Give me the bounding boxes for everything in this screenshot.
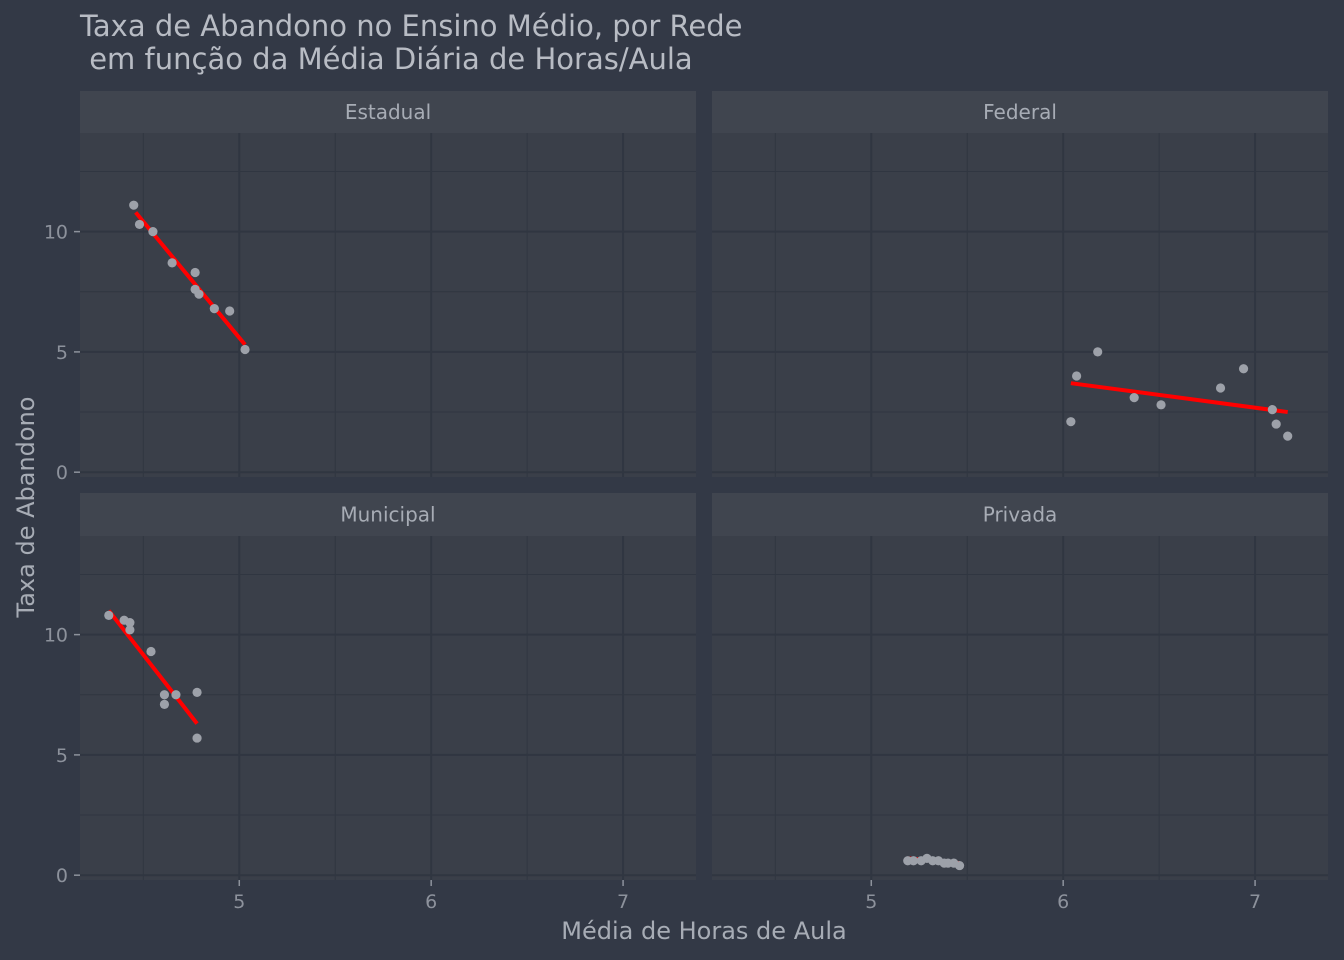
data-point (148, 227, 158, 237)
facet-strip-label: Estadual (345, 100, 431, 124)
facet-panel-federal: Federal (712, 91, 1328, 477)
data-point (192, 687, 202, 697)
y-tick-label: 5 (56, 342, 68, 364)
facet-strip-label: Federal (983, 100, 1057, 124)
data-point (167, 258, 177, 268)
facet-strip (712, 91, 1328, 133)
data-point (125, 625, 135, 635)
x-tick-label: 5 (865, 891, 877, 913)
data-point (134, 219, 145, 230)
panel-background (712, 536, 1328, 880)
x-tick-label: 7 (1249, 891, 1261, 913)
data-point (146, 646, 156, 657)
panel-background (712, 133, 1328, 477)
trend-line (107, 609, 199, 725)
data-point (954, 860, 965, 871)
data-point (1093, 347, 1103, 357)
data-point (125, 618, 135, 628)
data-point (1283, 431, 1293, 441)
facet-strip (80, 91, 696, 133)
y-axis: 0 5 10 0 5 10 (44, 222, 80, 887)
data-point (1066, 417, 1076, 427)
data-point (159, 690, 170, 700)
x-tick-label: 6 (425, 891, 437, 913)
x-axis-title: Média de Horas de Aula (561, 917, 846, 945)
data-point (1156, 400, 1166, 410)
data-point (159, 699, 170, 709)
x-tick-label: 6 (1057, 891, 1069, 913)
facet-panel-estadual: Estadual (80, 91, 696, 477)
facet-panel-municipal: Municipal (80, 493, 696, 880)
data-point (1215, 383, 1226, 393)
data-point (104, 610, 114, 620)
data-point (192, 733, 202, 743)
data-point (129, 200, 139, 210)
y-tick-label: 5 (56, 745, 68, 767)
y-axis-title: Taxa de Abandono (12, 397, 40, 619)
y-tick-label: 0 (56, 865, 68, 887)
data-point (171, 690, 181, 700)
data-point (1271, 419, 1281, 429)
facet-strip (80, 493, 696, 536)
data-point (1072, 371, 1082, 381)
chart-title: Taxa de Abandono no Ensino Médio, por Re… (79, 9, 742, 43)
y-tick-label: 10 (44, 222, 68, 244)
x-axis: 5 6 7 5 6 7 (233, 880, 1261, 913)
x-tick-label: 7 (617, 891, 629, 913)
facet-panels: Estadual Federal Municipal Privada (80, 91, 1328, 880)
data-point (225, 306, 235, 316)
y-tick-label: 0 (56, 462, 68, 484)
facet-strip-label: Municipal (340, 503, 435, 527)
facet-strip (712, 493, 1328, 536)
facet-panel-privada: Privada (712, 493, 1328, 880)
panel-background (80, 536, 696, 880)
facet-strip-label: Privada (983, 503, 1058, 527)
data-point (908, 856, 919, 866)
data-point (1129, 393, 1139, 403)
data-point (194, 289, 204, 299)
chart-subtitle: em função da Média Diária de Horas/Aula (80, 42, 693, 76)
trend-line (1070, 381, 1288, 415)
data-point (1238, 364, 1249, 374)
y-tick-label: 10 (44, 625, 68, 647)
data-point (1267, 405, 1277, 415)
data-point (240, 344, 250, 355)
data-point (190, 267, 200, 278)
data-point (209, 304, 219, 314)
x-tick-label: 5 (233, 891, 245, 913)
panel-background (80, 133, 696, 477)
